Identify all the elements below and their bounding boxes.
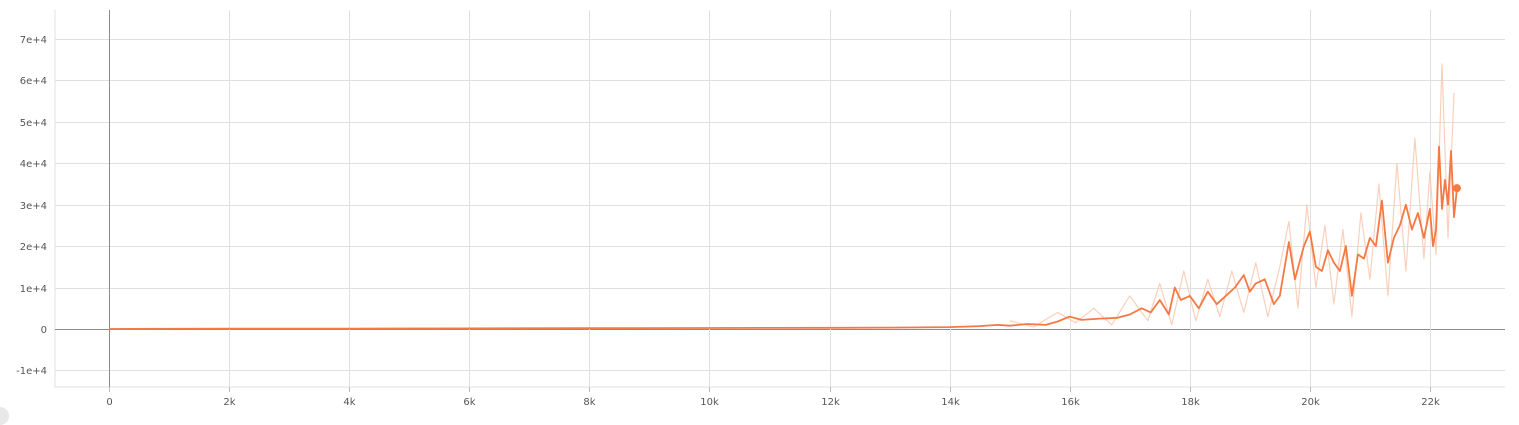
y-tick-label: 7e+4 <box>20 35 47 46</box>
x-tick-label: 6k <box>463 397 475 408</box>
last-point-marker <box>1452 184 1461 193</box>
line-chart: -1e+4 0 1e+4 2e+4 3e+4 4e+4 5e+4 6e+4 7e+4 0 2k 4k 6… <box>16 10 1505 408</box>
y-tick-label: 1e+4 <box>20 284 47 295</box>
x-tick-label: 10k <box>700 397 719 408</box>
y-tick-label: 0 <box>41 325 47 336</box>
x-tick-label: 8k <box>583 397 595 408</box>
y-tick-label: 6e+4 <box>20 76 47 87</box>
y-tick-label: 4e+4 <box>20 159 47 170</box>
x-tick-label: 16k <box>1061 397 1080 408</box>
x-tick-label: 4k <box>343 397 355 408</box>
x-tick-label: 12k <box>821 397 840 408</box>
y-tick-label: 5e+4 <box>20 118 47 129</box>
x-tick-label: 2k <box>223 397 235 408</box>
x-tick-label: 0 <box>106 397 112 408</box>
raw-series <box>1009 63 1455 328</box>
smoothed-series <box>108 145 1461 330</box>
y-tick-label: 3e+4 <box>20 201 47 212</box>
chart: -1e+4 0 1e+4 2e+4 3e+4 4e+4 5e+4 6e+4 7e+4 0 2k 4k 6… <box>0 10 1505 425</box>
raw-series-line <box>1009 63 1455 328</box>
grid <box>54 10 1505 392</box>
x-tick-label: 18k <box>1181 397 1200 408</box>
y-tick-label: 2e+4 <box>20 242 47 253</box>
x-tick-label: 20k <box>1301 397 1320 408</box>
smoothed-series-line <box>108 145 1458 330</box>
x-tick-label: 22k <box>1421 397 1440 408</box>
y-tick-label: -1e+4 <box>16 366 47 377</box>
x-tick-label: 14k <box>941 397 960 408</box>
tick-labels: -1e+4 0 1e+4 2e+4 3e+4 4e+4 5e+4 6e+4 7e+4 0 2k 4k 6… <box>16 35 1440 408</box>
